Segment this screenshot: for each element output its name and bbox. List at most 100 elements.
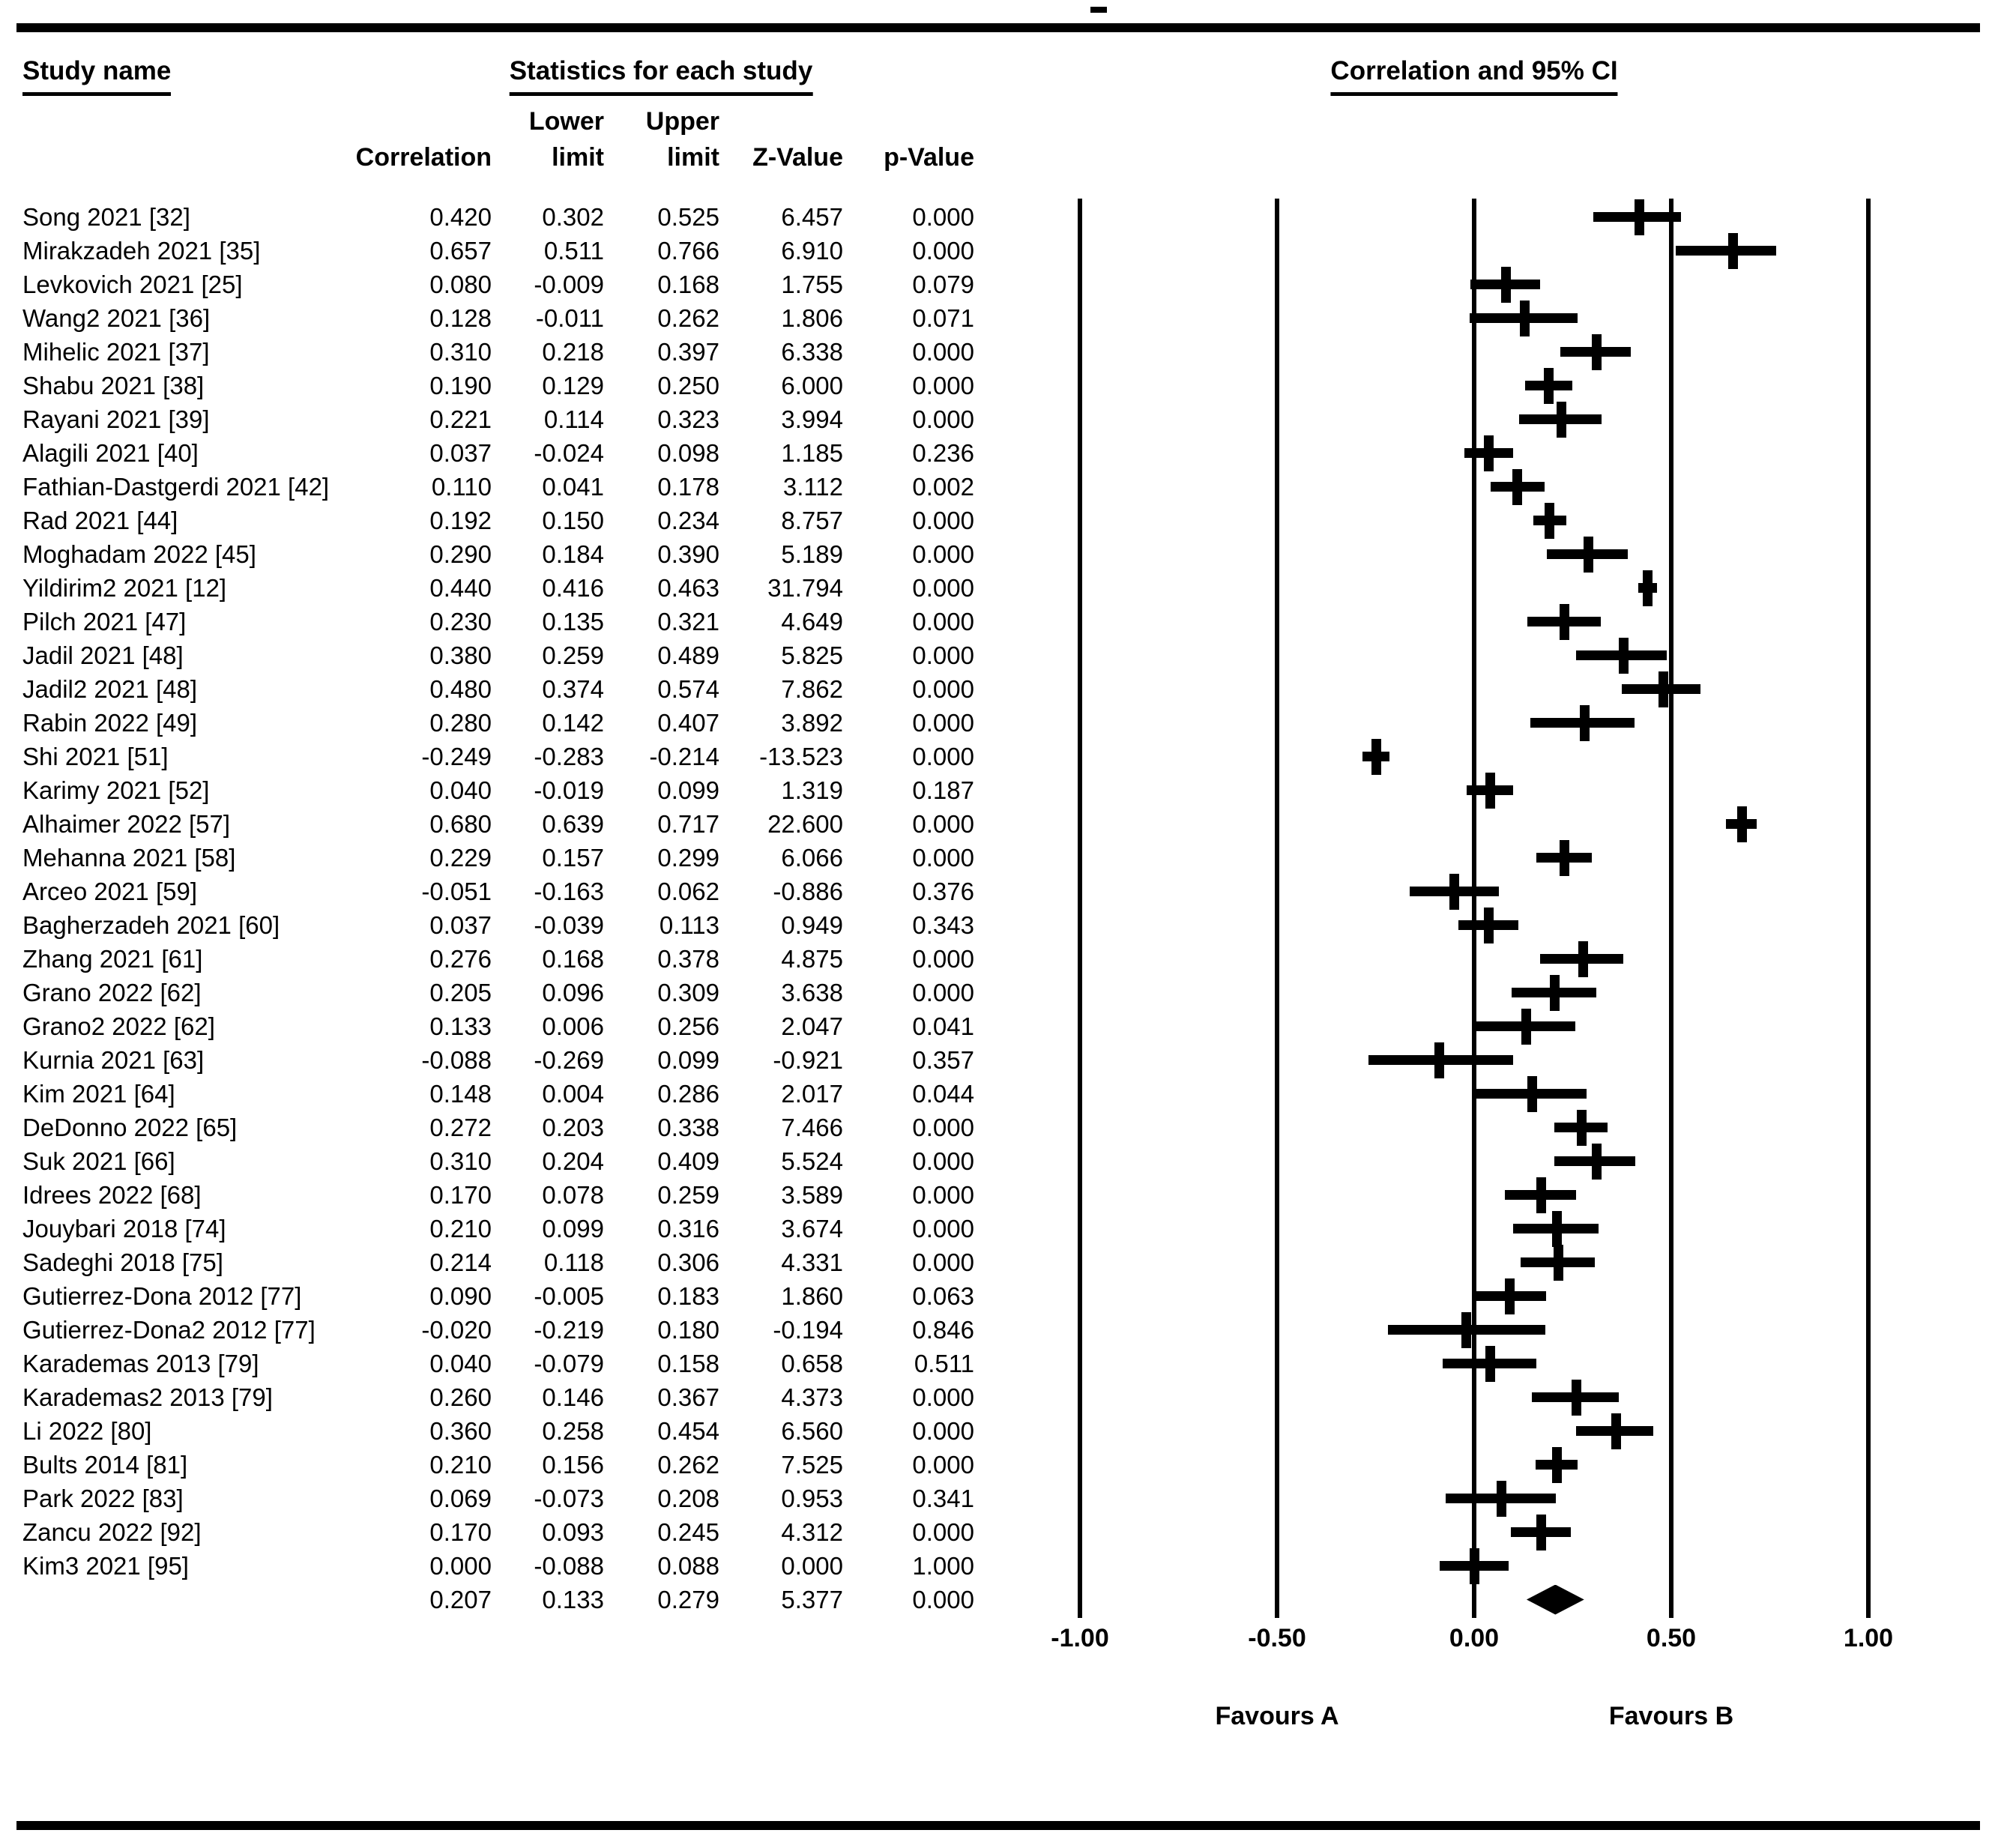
lower-limit-cell: 0.099 xyxy=(542,1215,604,1242)
study-name-cell: Shi 2021 [51] xyxy=(22,743,169,770)
study-name-cell: Gutierrez-Dona 2012 [77] xyxy=(22,1282,302,1310)
lower-limit-cell: 0.184 xyxy=(542,540,604,568)
upper-limit-cell: 0.208 xyxy=(657,1485,719,1512)
upper-limit-cell: 0.367 xyxy=(657,1383,719,1411)
upper-limit-cell: 0.250 xyxy=(657,372,719,399)
upper-limit-cell: 0.766 xyxy=(657,237,719,265)
study-name-cell: Rabin 2022 [49] xyxy=(22,709,198,737)
point-estimate-tick xyxy=(1576,1109,1587,1146)
z-value-cell: 3.112 xyxy=(782,473,843,501)
upper-limit-cell: 0.407 xyxy=(657,709,719,737)
study-row: Levkovich 2021 [25] 0.080 -0.009 0.168 1.755… xyxy=(22,268,974,301)
axis-gridline xyxy=(1275,199,1279,1618)
x-axis-tick-label: -1.00 xyxy=(1051,1624,1109,1652)
p-value-cell: 0.000 xyxy=(912,507,974,534)
point-estimate-tick xyxy=(1485,772,1495,809)
point-estimate-tick xyxy=(1611,1413,1621,1449)
upper-limit-cell: 0.323 xyxy=(657,405,719,433)
study-row: Mirakzadeh 2021 [35] 0.657 0.511 0.766 6.910… xyxy=(22,234,974,268)
lower-limit-cell: 0.114 xyxy=(543,405,604,433)
p-value-cell: 0.000 xyxy=(912,844,974,872)
p-value-cell: 0.000 xyxy=(912,1417,974,1445)
z-value-cell: 7.862 xyxy=(781,675,843,703)
axis-gridline xyxy=(1866,199,1871,1618)
p-value-cell: 0.000 xyxy=(912,810,974,838)
lower-limit-cell: 0.259 xyxy=(542,641,604,669)
p-value-cell: 0.000 xyxy=(912,1114,974,1141)
upper-limit-cell: 0.256 xyxy=(657,1012,719,1040)
correlation-cell: 0.221 xyxy=(429,405,492,433)
p-value-cell: 0.000 xyxy=(912,338,974,366)
upper-limit-cell: 0.262 xyxy=(657,304,719,332)
point-estimate-tick xyxy=(1551,1446,1562,1483)
correlation-cell: 0.192 xyxy=(429,507,492,534)
upper-limit-cell: 0.234 xyxy=(657,507,719,534)
correlation-cell: 0.380 xyxy=(429,641,492,669)
z-value-cell: 6.457 xyxy=(781,203,843,231)
correlation-cell: 0.420 xyxy=(429,203,492,231)
z-value-cell: 5.189 xyxy=(781,540,843,568)
study-name-cell: Zancu 2022 [92] xyxy=(22,1518,202,1546)
study-name-cell: Mehanna 2021 [58] xyxy=(22,844,236,872)
study-name-cell: Shabu 2021 [38] xyxy=(22,372,205,399)
point-estimate-tick xyxy=(1560,603,1570,640)
point-estimate-tick xyxy=(1551,1210,1562,1247)
z-value-cell: 0.953 xyxy=(781,1485,843,1512)
z-value-cell: 8.757 xyxy=(781,507,843,534)
upper-limit-column-header: limit xyxy=(667,143,719,172)
upper-limit-cell: 0.168 xyxy=(657,271,719,298)
p-value-cell: 0.000 xyxy=(912,1181,974,1209)
upper-limit-cell: 0.306 xyxy=(657,1248,719,1276)
point-estimate-tick xyxy=(1527,1075,1538,1112)
p-value-cell: 0.000 xyxy=(912,1248,974,1276)
study-row: Karademas2 2013 [79] 0.260 0.146 0.367 4.373… xyxy=(22,1380,974,1414)
study-row: Rayani 2021 [39] 0.221 0.114 0.323 3.994 0.00… xyxy=(22,402,974,436)
upper-limit-cell: 0.321 xyxy=(657,608,719,635)
correlation-column-header: Correlation xyxy=(355,143,492,172)
statistics-table: Song 2021 [32] 0.420 0.302 0.525 6.457 0.000 M… xyxy=(22,200,974,1616)
summary-row: 0.207 0.133 0.279 5.377 0.000 xyxy=(22,1583,974,1616)
p-value-cell: 0.000 xyxy=(912,574,974,602)
upper-limit-cell: 0.180 xyxy=(657,1316,719,1344)
z-value-cell: 0.949 xyxy=(781,911,843,939)
study-row: Bagherzadeh 2021 [60] 0.037 -0.039 0.113 0.9… xyxy=(22,908,974,942)
z-value-cell: 6.560 xyxy=(781,1417,843,1445)
correlation-cell: 0.230 xyxy=(429,608,492,635)
study-name-cell: Kim 2021 [64] xyxy=(22,1080,175,1108)
study-row: Gutierrez-Dona 2012 [77] 0.090 -0.005 0.183… xyxy=(22,1279,974,1313)
point-estimate-tick xyxy=(1519,300,1530,336)
correlation-cell: 0.000 xyxy=(429,1552,492,1580)
z-value-cell: 6.910 xyxy=(781,237,843,265)
axis-gridline xyxy=(1669,199,1673,1618)
lower-limit-cell: 0.133 xyxy=(542,1586,604,1613)
correlation-cell: 0.133 xyxy=(429,1012,492,1040)
study-row: Li 2022 [80] 0.360 0.258 0.454 6.560 0.000 xyxy=(22,1414,974,1448)
lower-limit-cell: -0.011 xyxy=(535,304,604,332)
upper-limit-cell: 0.574 xyxy=(657,675,719,703)
point-estimate-tick xyxy=(1591,1143,1602,1180)
correlation-cell: 0.210 xyxy=(429,1215,492,1242)
upper-limit-cell: 0.099 xyxy=(657,1046,719,1074)
lower-limit-cell: 0.218 xyxy=(542,338,604,366)
point-estimate-tick xyxy=(1559,839,1569,876)
stray-dash-mark xyxy=(1090,7,1107,13)
lower-limit-cell: -0.019 xyxy=(534,776,604,804)
study-name-cell: Kim3 2021 [95] xyxy=(22,1552,189,1580)
summary-diamond xyxy=(1526,1584,1584,1615)
study-row: Grano 2022 [62] 0.205 0.096 0.309 3.638 0.000 xyxy=(22,976,974,1009)
study-name-cell: Wang2 2021 [36] xyxy=(22,304,211,332)
z-value-cell: 1.319 xyxy=(781,776,843,804)
correlation-cell: 0.110 xyxy=(431,473,492,501)
z-value-cell: 7.525 xyxy=(781,1451,843,1479)
lower-column-header: Lower xyxy=(528,107,604,136)
point-estimate-tick xyxy=(1485,1345,1495,1382)
study-row: Idrees 2022 [68] 0.170 0.078 0.259 3.589 0.00… xyxy=(22,1178,974,1212)
study-name-cell: Kurnia 2021 [63] xyxy=(22,1046,205,1074)
p-value-cell: 0.000 xyxy=(912,1147,974,1175)
lower-limit-cell: -0.283 xyxy=(534,743,604,770)
lower-limit-cell: 0.006 xyxy=(542,1012,604,1040)
correlation-cell: -0.020 xyxy=(421,1316,492,1344)
upper-limit-cell: 0.378 xyxy=(657,945,719,973)
correlation-cell: 0.040 xyxy=(429,776,492,804)
lower-limit-cell: 0.118 xyxy=(543,1248,604,1276)
